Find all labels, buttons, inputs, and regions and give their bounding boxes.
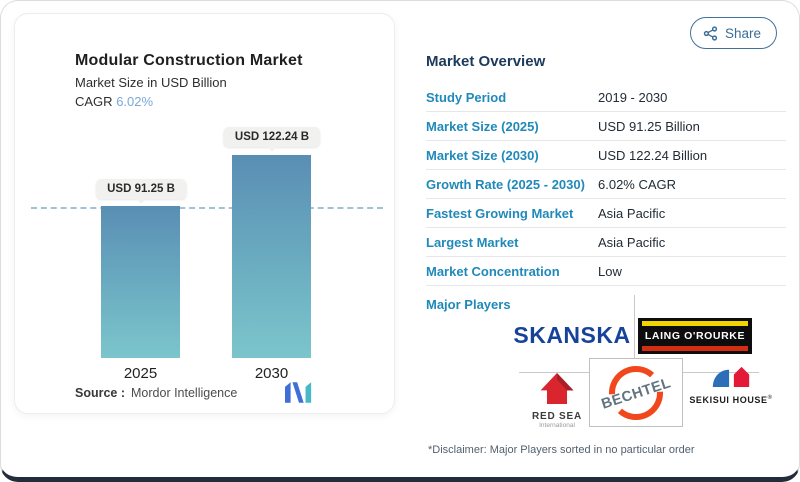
table-row: Market Concentration Low bbox=[426, 257, 786, 286]
bar-2025[interactable] bbox=[101, 206, 180, 358]
row-label: Market Size (2025) bbox=[426, 118, 539, 134]
sekisui-logo-text: SEKISUI HOUSE bbox=[689, 395, 768, 405]
bechtel-logo-text: BECHTEL bbox=[600, 375, 673, 412]
skanska-logo: SKANSKA bbox=[513, 322, 631, 348]
overview-heading: Market Overview bbox=[426, 53, 546, 70]
bar-value-label-2030: USD 122.24 B bbox=[223, 127, 321, 147]
red-sea-house-icon bbox=[540, 373, 574, 404]
red-sea-name: RED SEA bbox=[531, 411, 583, 422]
red-sea-subtitle: International bbox=[539, 422, 575, 429]
laing-orourke-logo: LAING O'ROURKE bbox=[638, 318, 752, 354]
red-sea-logo: RED SEA International bbox=[524, 373, 590, 429]
sekisui-house-icon bbox=[712, 366, 750, 387]
row-label: Market Size (2030) bbox=[426, 147, 539, 163]
logo-grid-divider bbox=[519, 372, 589, 373]
cagr-value: 6.02% bbox=[116, 94, 154, 109]
row-label: Largest Market bbox=[426, 234, 519, 250]
source-label: Source : bbox=[75, 386, 126, 400]
laing-logo-text: LAING O'ROURKE bbox=[644, 330, 746, 342]
bechtel-circle-icon: BECHTEL bbox=[600, 365, 673, 420]
bar-value-label-2025: USD 91.25 B bbox=[96, 179, 186, 199]
table-row: Growth Rate (2025 - 2030) 6.02% CAGR bbox=[426, 170, 786, 199]
row-value: USD 122.24 Billion bbox=[598, 147, 708, 163]
bar-2030[interactable] bbox=[232, 155, 311, 358]
overview-table: Study Period 2019 - 2030 Market Size (20… bbox=[426, 83, 786, 286]
laing-red-stripe bbox=[642, 346, 748, 351]
chart-cagr-line: CAGR 6.02% bbox=[75, 94, 303, 109]
major-players-label: Major Players bbox=[426, 297, 511, 312]
laing-yellow-stripe bbox=[642, 321, 748, 326]
table-row: Market Size (2030) USD 122.24 Billion bbox=[426, 141, 786, 170]
row-value: 2019 - 2030 bbox=[598, 89, 668, 105]
disclaimer-text: *Disclaimer: Major Players sorted in no … bbox=[428, 444, 695, 456]
row-value: 6.02% CAGR bbox=[598, 176, 677, 192]
table-row: Study Period 2019 - 2030 bbox=[426, 83, 786, 112]
chart-subtitle: Market Size in USD Billion bbox=[75, 75, 227, 90]
share-button[interactable]: Share bbox=[689, 17, 777, 49]
row-value: Low bbox=[598, 263, 622, 279]
row-label: Study Period bbox=[426, 89, 507, 105]
chart-header: Modular Construction Market Market Size … bbox=[75, 52, 303, 109]
table-row: Largest Market Asia Pacific bbox=[426, 228, 786, 257]
row-label: Market Concentration bbox=[426, 263, 560, 279]
cagr-label: CAGR bbox=[75, 94, 113, 109]
sekisui-house-logo: SEKISUI HOUSE® bbox=[687, 362, 775, 405]
row-label: Fastest Growing Market bbox=[426, 205, 574, 221]
share-icon bbox=[703, 25, 718, 41]
row-value: USD 91.25 Billion bbox=[598, 118, 700, 134]
table-row: Fastest Growing Market Asia Pacific bbox=[426, 199, 786, 228]
mordor-intelligence-logo-icon bbox=[285, 382, 312, 403]
row-label: Growth Rate (2025 - 2030) bbox=[426, 176, 585, 192]
chart-card: Modular Construction Market Market Size … bbox=[14, 13, 395, 414]
table-row: Market Size (2025) USD 91.25 Billion bbox=[426, 112, 786, 141]
registered-mark: ® bbox=[767, 395, 773, 401]
bechtel-logo: BECHTEL bbox=[589, 358, 683, 427]
row-value: Asia Pacific bbox=[598, 234, 666, 250]
x-axis-label-2025: 2025 bbox=[123, 365, 158, 382]
logo-grid-divider bbox=[634, 295, 635, 372]
chart-title: Modular Construction Market bbox=[75, 52, 303, 69]
source-name: Mordor Intelligence bbox=[131, 386, 238, 400]
row-value: Asia Pacific bbox=[598, 205, 666, 221]
reference-dashed-line bbox=[31, 207, 383, 209]
x-axis-label-2030: 2030 bbox=[254, 365, 289, 382]
share-button-label: Share bbox=[724, 25, 761, 41]
source-attribution: Source : Mordor Intelligence bbox=[75, 386, 237, 400]
